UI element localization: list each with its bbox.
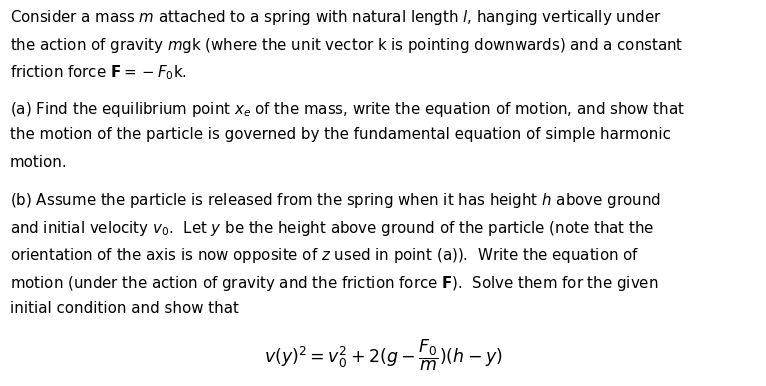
Text: the action of gravity $m$gk (where the unit vector k is pointing downwards) and : the action of gravity $m$gk (where the u… (10, 36, 683, 55)
Text: (a) Find the equilibrium point $x_e$ of the mass, write the equation of motion, : (a) Find the equilibrium point $x_e$ of … (10, 100, 685, 119)
Text: the motion of the particle is governed by the fundamental equation of simple har: the motion of the particle is governed b… (10, 127, 671, 142)
Text: Consider a mass $m$ attached to a spring with natural length $l$, hanging vertic: Consider a mass $m$ attached to a spring… (10, 8, 662, 27)
Text: initial condition and show that: initial condition and show that (10, 301, 239, 317)
Text: (b) Assume the particle is released from the spring when it has height $h$ above: (b) Assume the particle is released from… (10, 191, 661, 210)
Text: $v(y)^2 = v_0^2 + 2(g - \dfrac{F_0}{m})(h - y)$: $v(y)^2 = v_0^2 + 2(g - \dfrac{F_0}{m})(… (264, 338, 502, 373)
Text: orientation of the axis is now opposite of $z$ used in point (a)).  Write the eq: orientation of the axis is now opposite … (10, 246, 640, 265)
Text: motion (under the action of gravity and the friction force $\mathbf{F}$).  Solve: motion (under the action of gravity and … (10, 274, 659, 293)
Text: motion.: motion. (10, 155, 67, 170)
Text: friction force $\mathbf{F} = -F_0$k.: friction force $\mathbf{F} = -F_0$k. (10, 64, 187, 82)
Text: and initial velocity $v_0$.  Let $y$ be the height above ground of the particle : and initial velocity $v_0$. Let $y$ be t… (10, 218, 654, 238)
